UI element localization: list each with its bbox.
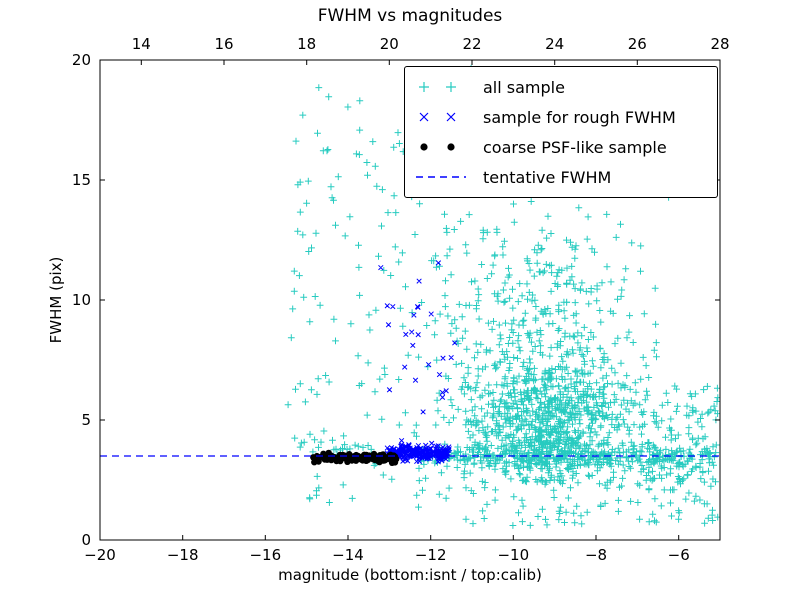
x-axis-label: magnitude (bottom:isnt / top:calib): [278, 566, 542, 584]
series-sample-for-rough-fwhm: [378, 260, 458, 465]
tick-label: 5: [81, 411, 91, 429]
tick-label: 26: [628, 35, 647, 53]
series-all-sample: [284, 64, 720, 529]
tick-label: −12: [415, 546, 447, 564]
tick-label: −10: [497, 546, 529, 564]
chart-title: FWHM vs magnitudes: [317, 6, 503, 26]
tick-label: 22: [462, 35, 481, 53]
legend-label: all sample: [483, 77, 565, 97]
legend-label: tentative FWHM: [483, 167, 612, 187]
tick-label: −16: [249, 546, 281, 564]
plot-border: [99, 59, 721, 541]
tick-label: 0: [81, 531, 91, 549]
y-axis-label: FWHM (pix): [47, 256, 65, 344]
plus-markers-icon: [419, 82, 456, 92]
tick-label: 18: [297, 35, 316, 53]
tick-label: 15: [72, 171, 91, 189]
tick-label: −18: [167, 546, 199, 564]
tick-label: 20: [380, 35, 399, 53]
legend-entry-all-sample: all sample: [413, 72, 703, 102]
tick-label: 14: [132, 35, 151, 53]
legend-entry-rough-fwhm: sample for rough FWHM: [413, 102, 703, 132]
tick-label: −20: [84, 546, 116, 564]
legend: all sample sample for rough FWHM coarse …: [404, 66, 718, 198]
tick-label: 24: [545, 35, 564, 53]
legend-label: coarse PSF-like sample: [483, 137, 667, 157]
tick-labels: −20 −18 −16 −14 −12 −10 −8 −6 14 16 18 20 22 24 26 28 0 5…: [72, 35, 730, 564]
tick-label: −6: [668, 546, 690, 564]
tick-label: 10: [72, 291, 91, 309]
plot-area: [100, 64, 720, 529]
legend-label: sample for rough FWHM: [483, 107, 676, 127]
tick-label: 28: [710, 35, 729, 53]
legend-entry-tentative-fwhm: tentative FWHM: [413, 162, 703, 192]
tick-label: 20: [72, 51, 91, 69]
dashed-line-icon: [416, 176, 466, 178]
dot-markers-icon: [420, 143, 455, 151]
tick-label: 16: [214, 35, 233, 53]
x-markers-icon: [419, 112, 456, 122]
tick-label: −14: [332, 546, 364, 564]
series-coarse-psf-like-sample: [310, 449, 400, 466]
legend-entry-psf-sample: coarse PSF-like sample: [413, 132, 703, 162]
tick-label: −8: [585, 546, 607, 564]
